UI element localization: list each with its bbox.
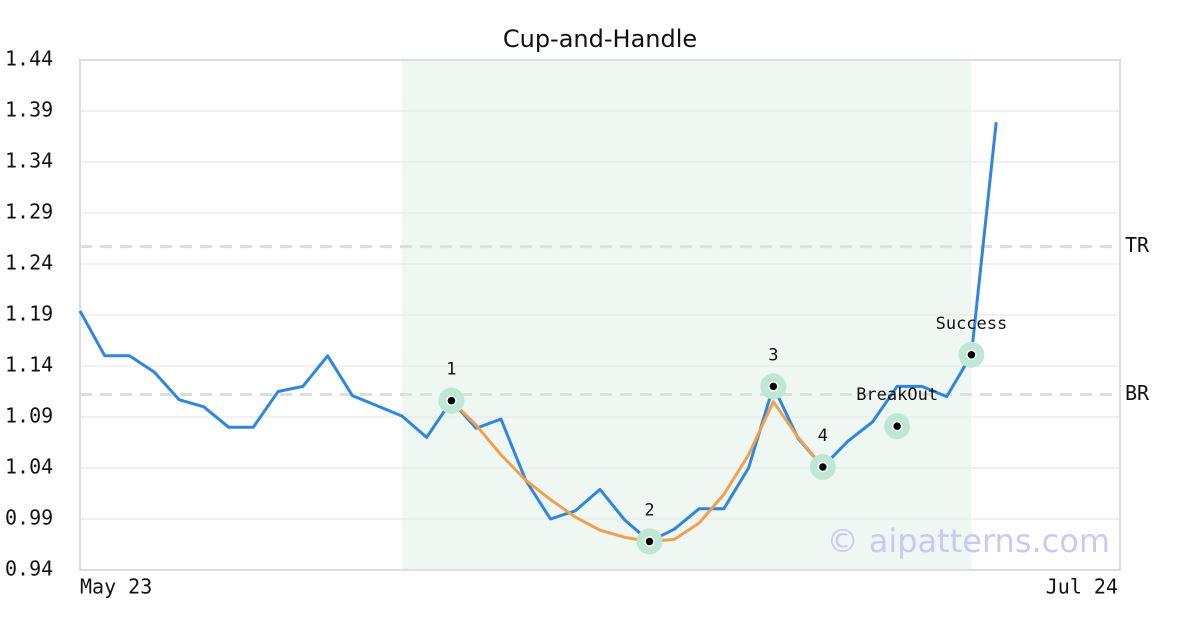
y-tick-label: 1.44 <box>5 47 53 71</box>
y-tick-label: 1.29 <box>5 200 53 224</box>
watermark: © aipatterns.com <box>827 522 1110 560</box>
y-tick-label: 1.09 <box>5 404 53 428</box>
marker-dot <box>644 536 655 547</box>
marker-label: BreakOut <box>856 385 938 405</box>
y-tick-label: 1.19 <box>5 302 53 326</box>
y-tick-label: 1.04 <box>5 455 53 479</box>
x-tick-label: Jul 24 <box>1046 575 1118 599</box>
marker-label: 4 <box>818 426 828 446</box>
marker-dot <box>768 381 779 392</box>
reference-label: TR <box>1125 233 1150 257</box>
marker-dot <box>891 420 903 432</box>
marker-dot <box>446 395 457 406</box>
x-tick-label: May 23 <box>80 575 152 599</box>
marker-label: 1 <box>446 360 456 380</box>
y-tick-label: 0.94 <box>5 557 53 581</box>
plot-border <box>79 59 1121 571</box>
marker-label: 3 <box>768 345 778 365</box>
chart-title: Cup-and-Handle <box>503 25 697 53</box>
series-line <box>78 122 998 543</box>
y-tick-label: 1.24 <box>5 251 53 275</box>
reference-label: BR <box>1125 381 1150 405</box>
marker-label: 2 <box>644 500 654 520</box>
marker-label: Success <box>936 314 1008 334</box>
y-tick-label: 1.34 <box>5 149 53 173</box>
y-tick-label: 1.39 <box>5 98 53 122</box>
marker-dot <box>966 349 977 361</box>
y-tick-label: 0.99 <box>5 506 53 530</box>
marker-dot <box>817 461 829 473</box>
y-tick-label: 1.14 <box>5 353 53 377</box>
